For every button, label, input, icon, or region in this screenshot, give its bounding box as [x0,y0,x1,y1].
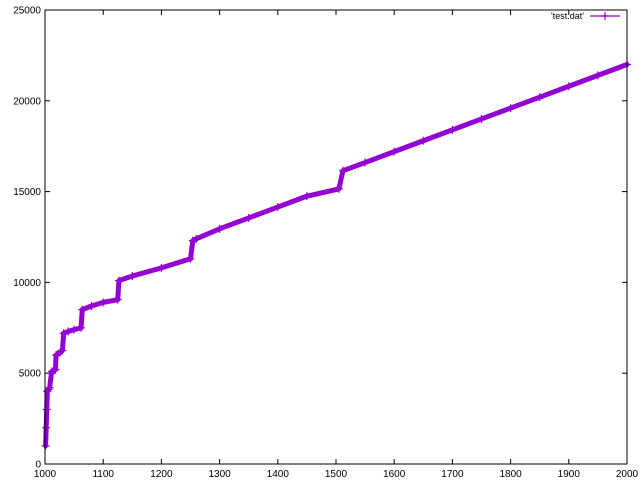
x-tick-label-1400: 1400 [267,469,290,480]
x-tick-label-1500: 1500 [325,469,348,480]
series-point-0-20 [99,298,108,307]
series-point-0-21 [113,295,122,304]
y-tick-label-5000: 5000 [19,369,42,380]
series-point-0-19 [87,302,96,311]
series-point-0-24 [157,263,166,272]
series-point-0-28 [215,224,224,233]
series-point-0-16 [70,325,79,334]
series-point-0-22 [114,276,123,285]
y-tick-label-25000: 25000 [13,6,41,17]
x-tick-label-1600: 1600 [383,469,406,480]
series-point-0-18 [78,305,87,314]
x-tick-label-1700: 1700 [441,469,464,480]
x-tick-label-1900: 1900 [558,469,581,480]
series-point-0-42 [593,71,602,80]
series-point-0-27 [192,234,201,243]
series-point-0-4 [44,385,53,394]
series-point-0-5 [45,383,54,392]
series-point-0-30 [273,203,282,212]
x-tick-label-1000: 1000 [34,469,57,480]
series-point-0-26 [188,236,197,245]
series-point-0-17 [77,323,86,332]
y-tick-label-10000: 10000 [13,278,41,289]
series-point-0-23 [128,272,137,281]
series-point-0-41 [564,82,573,91]
series-point-0-8 [49,366,58,375]
series-point-0-7 [47,367,56,376]
series-point-0-32 [334,184,343,193]
series-point-0-1 [42,423,51,432]
series-point-0-37 [448,125,457,134]
x-tick-label-1300: 1300 [208,469,231,480]
series-point-0-38 [477,114,486,123]
series-point-0-39 [506,104,515,113]
series-point-0-35 [390,147,399,156]
series-point-0-14 [59,329,68,338]
series-point-0-2 [42,405,51,414]
y-tick-label-15000: 15000 [13,187,41,198]
legend-marker-plus [601,12,609,20]
series-point-0-13 [58,346,67,355]
series-point-0-25 [186,254,195,263]
series-point-0-34 [361,158,370,167]
legend-label-test-dat: 'test.dat' [551,11,584,21]
x-tick-label-1800: 1800 [499,469,522,480]
legend: 'test.dat' [551,11,620,21]
y-tick-label-20000: 20000 [13,96,41,107]
series-layer [41,60,631,450]
series-point-0-0 [41,441,50,450]
series-point-0-29 [244,213,253,222]
series-point-0-36 [419,136,428,145]
series-point-0-31 [302,192,311,201]
plot-frame [44,9,628,465]
x-tick-label-1200: 1200 [150,469,173,480]
series-point-0-9 [51,365,60,374]
series-point-0-10 [52,351,61,360]
y-tick-label-0: 0 [35,460,41,471]
x-tick-label-2000: 2000 [616,469,639,480]
x-tick-label-1100: 1100 [92,469,114,480]
series-point-0-33 [338,166,347,175]
series-point-0-15 [64,327,73,336]
series-point-0-40 [535,93,544,102]
tick-labels: 1000 1100 1200 1300 1400 1500 1600 1700 1800 1900… [13,6,638,481]
